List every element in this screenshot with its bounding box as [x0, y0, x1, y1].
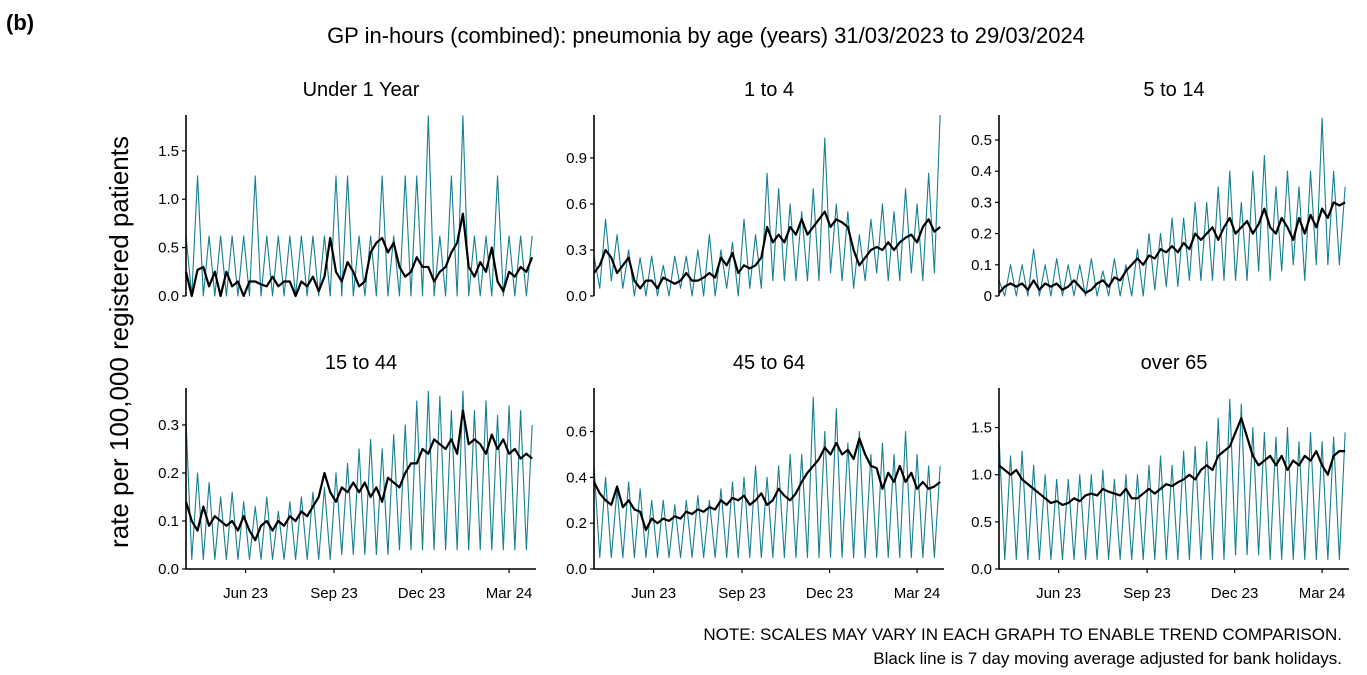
- y-tick-label: 0.5: [971, 132, 992, 149]
- x-tick-label: Sep 23: [1123, 585, 1171, 602]
- y-tick-label: 1.5: [158, 143, 179, 160]
- panel-title: 5 to 14: [1143, 79, 1204, 101]
- x-tick-label: Sep 23: [718, 585, 766, 602]
- y-tick-label: 0.5: [971, 514, 992, 531]
- y-tick-label: 0.3: [158, 417, 179, 434]
- y-tick-label: 0.0: [158, 288, 179, 305]
- series-line: [593, 396, 941, 559]
- y-tick-label: 1.0: [971, 467, 992, 484]
- y-tick-label: 0.1: [158, 513, 179, 530]
- x-tick-label: Jun 23: [1036, 585, 1081, 602]
- series-line: [998, 398, 1346, 561]
- panel-title: 45 to 64: [733, 352, 805, 374]
- y-tick-label: 0.0: [158, 561, 179, 578]
- y-tick-label: 0.0: [566, 288, 587, 305]
- y-tick-label: 0.1: [971, 257, 992, 274]
- y-tick-label: 0: [984, 288, 992, 305]
- x-tick-label: Mar 24: [894, 585, 941, 602]
- series-line: [998, 417, 1346, 506]
- panel-title: 15 to 44: [325, 352, 397, 374]
- x-tick-label: Sep 23: [310, 585, 358, 602]
- y-tick-label: 0.2: [566, 515, 587, 532]
- figure-title: GP in-hours (combined): pneumonia by age…: [327, 23, 1085, 48]
- series-line: [185, 390, 533, 560]
- y-tick-label: 1.0: [158, 191, 179, 208]
- y-tick-label: 0.0: [566, 561, 587, 578]
- panel-label: (b): [6, 10, 34, 35]
- y-tick-label: 0.6: [566, 424, 587, 441]
- series-line: [593, 437, 941, 532]
- y-tick-label: 0.4: [566, 469, 587, 486]
- x-tick-label: Dec 23: [806, 585, 854, 602]
- y-tick-label: 0.2: [971, 226, 992, 243]
- series-line: [184, 212, 534, 298]
- x-tick-label: Jun 23: [631, 585, 676, 602]
- y-tick-label: 0.3: [566, 242, 587, 259]
- y-tick-label: 0.0: [971, 561, 992, 578]
- y-tick-label: 1.5: [971, 420, 992, 437]
- note: NOTE: SCALES MAY VARY IN EACH GRAPH TO E…: [703, 625, 1342, 644]
- x-tick-label: Jun 23: [223, 585, 268, 602]
- y-tick-label: 0.5: [158, 240, 179, 257]
- panel-title: over 65: [1141, 352, 1208, 374]
- x-tick-label: Mar 24: [486, 585, 533, 602]
- panel-title: 1 to 4: [744, 79, 794, 101]
- panel-title: Under 1 Year: [303, 79, 420, 101]
- series-line: [998, 201, 1346, 294]
- y-tick-label: 0.3: [971, 194, 992, 211]
- series-line: [593, 210, 941, 290]
- y-tick-label: 0.4: [971, 163, 992, 180]
- note: Black line is 7 day moving average adjus…: [873, 649, 1342, 668]
- x-tick-label: Dec 23: [1211, 585, 1259, 602]
- y-axis-label: rate per 100,000 registered patients: [104, 136, 134, 548]
- x-tick-label: Mar 24: [1299, 585, 1346, 602]
- series-line: [998, 117, 1346, 297]
- y-tick-label: 0.2: [158, 465, 179, 482]
- y-tick-label: 0.6: [566, 196, 587, 213]
- x-tick-label: Dec 23: [398, 585, 446, 602]
- series-line: [184, 409, 533, 542]
- series-line: [185, 115, 533, 297]
- y-tick-label: 0.9: [566, 150, 587, 167]
- series-line: [593, 114, 941, 297]
